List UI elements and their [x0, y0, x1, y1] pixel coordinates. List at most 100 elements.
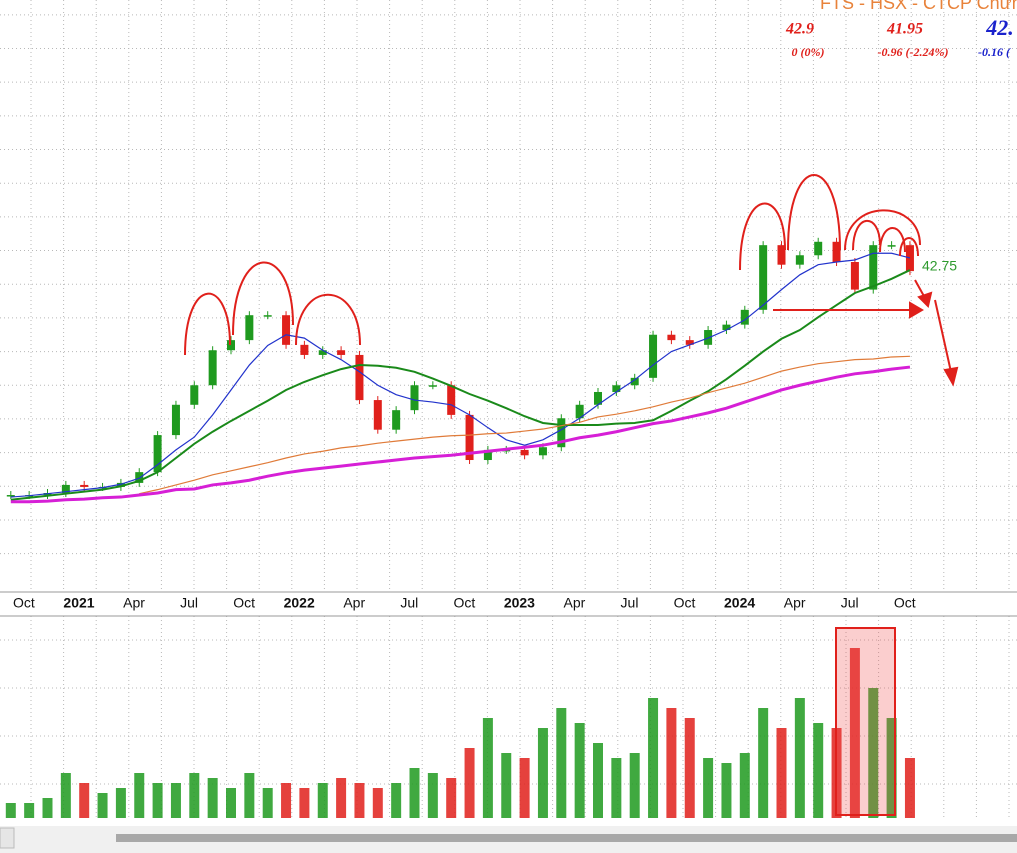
volume-bar — [648, 698, 659, 818]
candle — [667, 334, 676, 341]
arc — [844, 209, 921, 251]
volume-bar — [446, 778, 457, 818]
volume-bar — [79, 783, 90, 818]
volume-bar — [5, 803, 16, 818]
volume-bar — [372, 788, 383, 818]
x-tick-label: Jul — [841, 595, 859, 611]
x-tick-label: Jul — [621, 595, 639, 611]
volume-bar — [556, 708, 567, 818]
volume-bar — [354, 783, 365, 818]
volume-bar — [336, 778, 347, 818]
candle — [483, 449, 492, 461]
volume-bar — [482, 718, 493, 818]
volume-bar — [666, 708, 677, 818]
candle — [227, 340, 235, 351]
candle — [850, 261, 859, 290]
volume-bar — [152, 783, 163, 818]
vertical-grid — [0, 0, 1017, 820]
arc — [184, 292, 231, 356]
volume-bar — [684, 718, 695, 818]
candle — [245, 315, 254, 341]
candle — [373, 400, 382, 430]
x-tick-label: Oct — [13, 595, 35, 611]
arrow-head — [917, 291, 933, 308]
arrow-head — [909, 301, 924, 319]
chart-title: FTS - HSX - CTCP Chứng — [820, 0, 1017, 13]
volume-bar — [501, 753, 512, 818]
volume-bar — [703, 758, 714, 818]
candle — [630, 377, 639, 386]
candle — [538, 447, 547, 456]
candle — [777, 245, 786, 265]
x-tick-label: 2023 — [504, 595, 535, 611]
candle — [282, 315, 291, 345]
volume-bar — [519, 758, 530, 818]
candle — [759, 245, 768, 310]
x-tick-label: Apr — [123, 595, 145, 611]
candle — [355, 354, 364, 401]
x-tick-label: Jul — [400, 595, 418, 611]
volume-bar — [464, 748, 475, 818]
plot: Oct 2021 Apr Jul Oct 2022 Apr Jul Oct 2023 Apr Jul O… — [5, 15, 1014, 818]
x-tick-label: Oct — [894, 595, 916, 611]
volume-bar — [226, 788, 236, 818]
candle — [318, 350, 327, 355]
candle — [887, 245, 896, 247]
scroll-button[interactable] — [0, 827, 15, 849]
candle — [61, 484, 70, 494]
volume-bar — [904, 758, 915, 818]
candle — [814, 241, 823, 256]
arrow — [934, 299, 952, 373]
volume-bar — [758, 708, 769, 818]
x-tick-label: Oct — [674, 595, 696, 611]
x-tick-label: Oct — [453, 595, 475, 611]
x-tick-label: 2021 — [63, 595, 94, 611]
volume-bar — [849, 648, 860, 818]
candle — [795, 255, 804, 265]
volume-bar — [281, 783, 292, 818]
candle — [410, 385, 419, 411]
volume-bar — [721, 763, 732, 818]
volume-bar — [813, 723, 824, 818]
candle — [190, 385, 199, 405]
volume-bar — [262, 788, 273, 818]
candle — [557, 418, 566, 448]
candle — [594, 391, 602, 405]
volume-bar — [886, 718, 897, 818]
volume-bar — [776, 728, 787, 818]
candle — [80, 484, 89, 487]
volume-bar — [391, 783, 402, 818]
quote-change: -0.96 (-2.24%) — [878, 45, 949, 59]
volume-bar — [409, 768, 420, 818]
annotations — [184, 174, 959, 387]
scrollbar-thumb[interactable] — [116, 834, 1017, 842]
candle — [263, 315, 272, 317]
candle — [832, 241, 841, 262]
volume-bar — [24, 803, 35, 818]
candle — [208, 350, 217, 386]
volume-bar — [299, 788, 310, 818]
arc — [787, 174, 841, 251]
volume-bar — [60, 773, 71, 818]
volume-highlight — [835, 627, 896, 816]
candle — [740, 309, 749, 325]
volume-bar — [794, 698, 805, 818]
x-tick-label: 2022 — [284, 595, 315, 611]
quote-price: 41.95 — [886, 21, 923, 38]
volume-bar — [189, 773, 200, 818]
candle — [6, 495, 15, 497]
volume-bar — [207, 778, 218, 818]
arc — [879, 227, 906, 253]
candle — [171, 404, 180, 436]
candle — [685, 340, 694, 345]
volume-bar — [629, 753, 640, 818]
volume-bar — [868, 688, 879, 818]
volume-bar — [170, 783, 181, 818]
arc — [232, 261, 294, 336]
candle — [575, 404, 584, 419]
candle — [722, 324, 731, 331]
quote-change: 0 (0%) — [792, 45, 825, 59]
volume-bar — [244, 773, 255, 818]
